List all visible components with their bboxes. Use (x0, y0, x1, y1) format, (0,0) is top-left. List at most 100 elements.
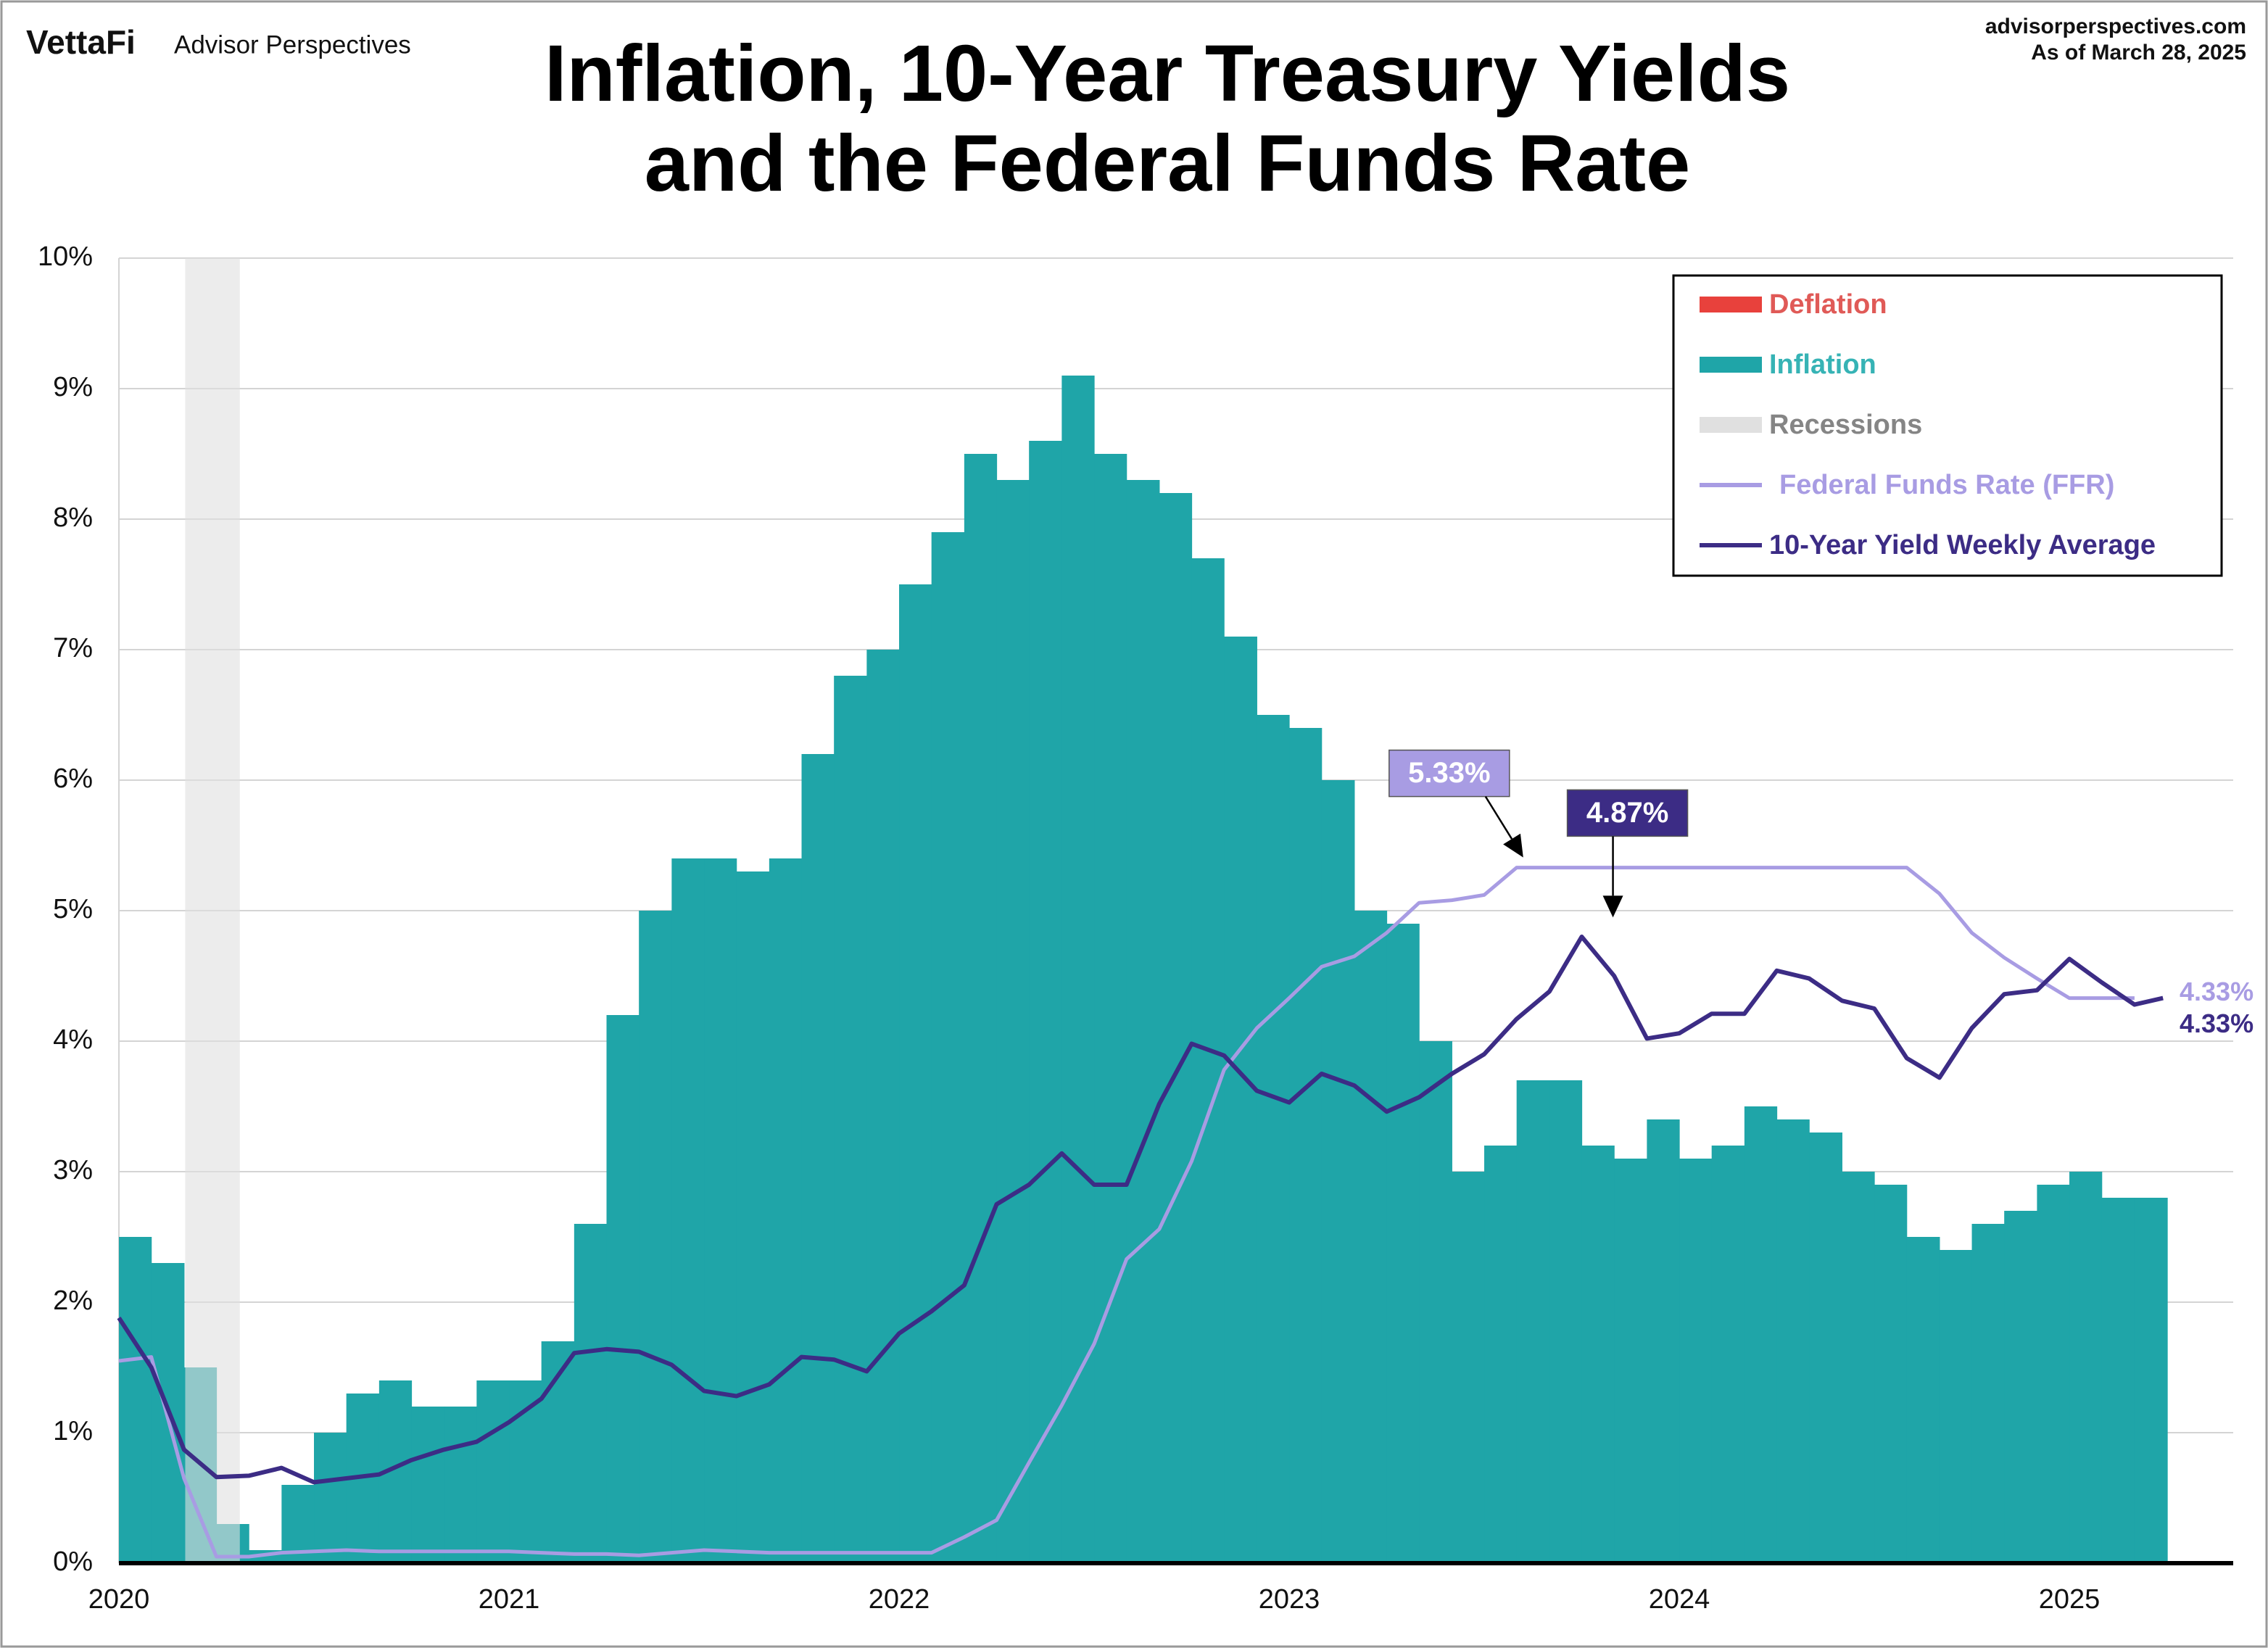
inflation-bar (444, 1407, 477, 1563)
inflation-bar (314, 1433, 347, 1563)
inflation-bar (411, 1407, 444, 1563)
inflation-bar (1614, 1159, 1647, 1563)
series-line (118, 866, 2135, 1559)
inflation-bar (1094, 454, 1127, 1563)
legend-swatch (1700, 357, 1762, 373)
y-tick-label: 4% (53, 1024, 93, 1055)
x-tick-label: 2025 (2039, 1584, 2101, 1615)
y-tick-label: 3% (53, 1155, 93, 1185)
inflation-bar (1939, 1250, 1973, 1563)
inflation-bar (1289, 728, 1323, 1563)
inflation-bar (671, 858, 705, 1563)
inflation-bar (1224, 637, 1257, 1563)
y-tick-label: 8% (53, 502, 93, 533)
inflation-bar (801, 754, 835, 1563)
legend-label: 10-Year Yield Weekly Average (1769, 530, 2156, 560)
y-tick-label: 6% (53, 763, 93, 794)
legend-label: Federal Funds Rate (FFR) (1779, 470, 2114, 500)
inflation-bar (1711, 1146, 1745, 1563)
legend-label: Recessions (1769, 410, 1922, 440)
inflation-bar (2134, 1198, 2168, 1563)
annotation-arrow (1484, 795, 1513, 840)
inflation-bar (866, 650, 900, 1563)
y-tick-label: 2% (53, 1285, 93, 1316)
x-tick-label: 2022 (869, 1584, 930, 1615)
inflation-bar (1744, 1106, 1778, 1563)
inflation-bar (1809, 1133, 1842, 1563)
x-tick-label: 2021 (479, 1584, 540, 1615)
inflation-bar (1549, 1080, 1583, 1563)
inflation-bar (1159, 493, 1193, 1563)
inflation-bar (1647, 1119, 1680, 1563)
inflation-bar (1029, 441, 1062, 1563)
legend-swatch (1700, 417, 1762, 433)
logo: VettaFi (26, 23, 136, 61)
y-tick-label: 9% (53, 372, 93, 402)
chart-title: and the Federal Funds Rate (645, 119, 1690, 208)
inflation-bar (1776, 1119, 1810, 1563)
inflation-bar (2037, 1185, 2070, 1563)
inflation-bar (1581, 1146, 1615, 1563)
inflation-bar (606, 1015, 640, 1563)
y-tick-label: 5% (53, 894, 93, 924)
x-tick-label: 2020 (88, 1584, 150, 1615)
inflation-bar (899, 584, 932, 1563)
inflation-bar (834, 676, 867, 1563)
inflation-bar (931, 532, 965, 1563)
inflation-bar (704, 858, 737, 1563)
annotation-label: 5.33% (1408, 757, 1490, 789)
legend: Deflation Inflation Recessions Federal Fund… (1672, 274, 2223, 577)
legend-swatch (1700, 297, 1762, 312)
series-line (117, 935, 2164, 1485)
inflation-bar (2069, 1172, 2103, 1563)
inflation-bar (736, 871, 770, 1563)
inflation-bar (1257, 715, 1290, 1563)
inflation-bar (639, 911, 672, 1563)
inflation-bar (1516, 1080, 1550, 1563)
annotation-label: 4.87% (1586, 797, 1668, 829)
inflation-bar (1321, 780, 1355, 1563)
y-tick-label: 0% (53, 1546, 93, 1577)
annotation-arrowhead (1503, 833, 1523, 858)
recession-band (185, 258, 240, 1563)
inflation-bar (1191, 558, 1225, 1563)
as-of-date: As of March 28, 2025 (2031, 41, 2246, 65)
inflation-bar (1484, 1146, 1518, 1563)
inflation-bar (1971, 1224, 2005, 1563)
inflation-bar (2004, 1211, 2037, 1563)
inflation-bar (1679, 1159, 1713, 1563)
legend-box (1672, 274, 2223, 577)
site: advisorperspectives.com (1985, 15, 2246, 38)
inflation-bar (1419, 1041, 1452, 1563)
annotation-arrowhead (1602, 895, 1623, 918)
inflation-bar (1061, 376, 1095, 1563)
end-label: 4.33% (2180, 1009, 2253, 1038)
legend-label: Inflation (1769, 349, 1876, 380)
y-tick-label: 7% (53, 633, 93, 663)
annotation-box (1388, 749, 1510, 798)
inflation-bar (1842, 1172, 1875, 1563)
inflation-bar (574, 1224, 608, 1563)
x-tick-label: 2024 (1649, 1584, 1710, 1615)
inflation-bar (1386, 924, 1420, 1563)
inflation-bar (996, 480, 1030, 1563)
inflation-bar (1906, 1237, 1940, 1563)
inflation-bar (1354, 911, 1388, 1563)
inflation-bar (769, 858, 803, 1563)
chart-title: Inflation, 10-Year Treasury Yields (545, 29, 1790, 118)
y-tick-label: 1% (53, 1416, 93, 1446)
end-label: 4.33% (2180, 977, 2253, 1006)
brand: Advisor Perspectives (174, 30, 411, 59)
inflation-bar (1126, 480, 1160, 1563)
inflation-bar (1452, 1172, 1485, 1563)
inflation-bar (2101, 1198, 2135, 1563)
inflation-bar (1874, 1185, 1908, 1563)
legend-label: Deflation (1769, 289, 1887, 320)
inflation-bar (964, 454, 998, 1563)
inflation-bar (119, 1237, 152, 1563)
x-tick-label: 2023 (1259, 1584, 1320, 1615)
inflation-bar (476, 1380, 510, 1563)
y-tick-label: 10% (38, 241, 93, 272)
